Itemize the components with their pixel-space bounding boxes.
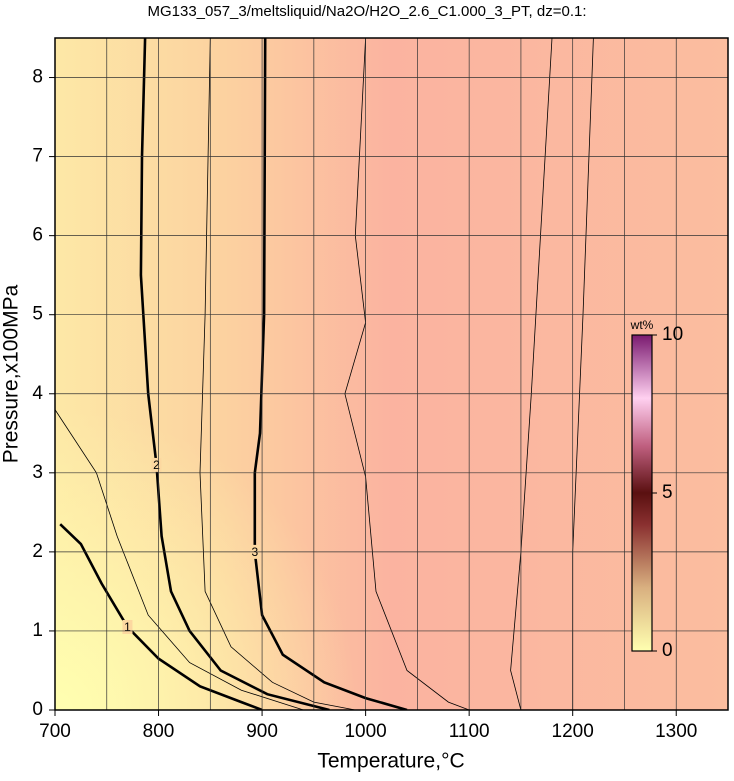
x-axis-label: Temperature,°C [317,750,464,773]
x-tick-label: 800 [143,721,175,742]
field-highlight [55,38,728,710]
y-tick-label: 4 [32,383,43,404]
colorbar-tick-label: 10 [662,324,683,345]
y-tick-label: 5 [32,304,43,325]
y-tick-label: 6 [32,225,43,246]
x-tick-label: 1300 [655,721,697,742]
x-tick-label: 1200 [552,721,594,742]
colorbar-label: wt% [630,318,654,332]
chart-title: MG133_057_3/meltsliquid/Na2O/H2O_2.6_C1.… [147,3,586,20]
contour-label-bg [122,619,133,634]
plot-frame [54,37,729,711]
x-tick-label: 1000 [344,721,386,742]
y-tick-label: 1 [32,620,43,641]
y-axis-label: Pressure,x100MPa [0,284,23,463]
contour-line [199,38,356,710]
x-tick-label: 900 [246,721,278,742]
colorbar [631,334,653,652]
y-tick-label: 8 [32,67,43,88]
y-tick-label: 0 [32,699,43,720]
y-tick-label: 7 [32,146,43,167]
grid [54,38,728,711]
y-tick-label: 2 [32,541,43,562]
contour-line [59,523,263,710]
contour-label-bg [151,457,162,472]
x-tick-label: 1100 [449,721,490,742]
contour-label: 1 [124,620,131,634]
colorbar-tick-label: 5 [662,482,673,503]
colorbar-tick-label: 0 [662,640,673,661]
contour-label: 2 [153,458,160,472]
x-tick-label: 700 [39,721,71,742]
y-tick-label: 3 [32,462,43,483]
